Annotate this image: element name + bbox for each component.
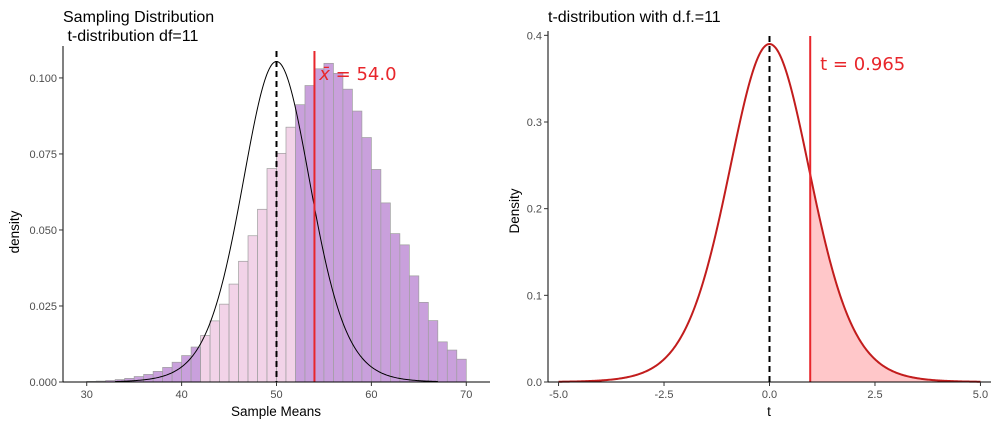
right-y-ticks: 0.0 0.1 0.2 0.3 0.4 [527,30,548,389]
histogram-bar [200,335,211,383]
left-histogram-bars [86,62,467,383]
histogram-bar [323,62,334,383]
left-annotation-symbol: x̄ [318,64,330,85]
histogram-bar [276,152,287,383]
histogram-bar [352,110,363,383]
histogram-bar [228,283,239,383]
left-chart-subtitle: t-distribution df=11 [63,28,198,45]
histogram-bar [390,233,401,383]
left-y-tick-label: 0.050 [29,225,57,237]
histogram-bar [257,208,268,383]
left-y-ticks: 0.000 0.025 0.050 0.075 0.100 [29,73,63,389]
histogram-bar [238,260,249,383]
histogram-bar [380,202,391,383]
left-y-tick-label: 0.025 [29,301,57,313]
right-y-tick-label: 0.3 [527,117,542,129]
right-chart-title: t-distribution with d.f.=11 [548,9,721,26]
right-chart: t-distribution with d.f.=11 0.0 0.1 0.2 0.3… [507,9,991,419]
histogram-bar [371,169,382,383]
right-y-tick-label: 0.2 [527,204,542,216]
histogram-bar [427,320,439,383]
histogram-bar [266,168,277,383]
histogram-bar [333,73,344,383]
right-x-ticks: -5.0 -2.5 0.0 2.5 5.0 [549,382,988,401]
right-t-density-curve [558,43,981,383]
left-annotation-value: = 54.0 [330,64,397,85]
histogram-bar [314,68,325,383]
right-x-tick-label: 2.5 [867,389,882,401]
right-t-statistic-annotation: t = 0.965 [820,54,905,75]
left-x-tick-label: 50 [270,389,282,401]
histogram-bar [133,376,145,383]
left-x-tick-label: 40 [175,389,187,401]
left-y-tick-label: 0.075 [29,149,57,161]
left-y-axis-label: density [7,210,22,253]
histogram-bar [408,275,420,383]
left-x-ticks: 30 40 50 60 70 [81,382,472,401]
left-x-tick-label: 60 [365,389,377,401]
histogram-bar [209,320,220,383]
histogram-bar [446,349,458,383]
histogram-bar [304,85,315,383]
left-chart: Sampling Distribution t-distribution df=… [7,9,490,419]
right-y-tick-label: 0.1 [527,290,542,302]
right-x-tick-label: 5.0 [973,389,988,401]
right-x-tick-label: 0.0 [762,389,777,401]
histogram-bar [361,137,372,383]
histogram-bar [219,303,230,383]
right-y-tick-label: 0.4 [527,30,542,42]
right-x-tick-label: -5.0 [549,389,568,401]
left-y-tick-label: 0.100 [29,73,57,85]
right-y-axis-label: Density [507,188,522,233]
histogram-bar [418,301,429,383]
histogram-bar [342,88,353,383]
histogram-bar [247,235,258,383]
histogram-bar [143,374,154,383]
left-x-tick-label: 30 [81,389,93,401]
histogram-bar [456,358,467,383]
left-x-tick-label: 70 [460,389,472,401]
left-sample-mean-annotation: x̄ = 54.0 [318,64,396,85]
left-x-axis-label: Sample Means [231,404,321,419]
right-x-axis-label: t [767,404,771,419]
right-x-tick-label: -2.5 [655,389,674,401]
right-upper-tail-shade [810,174,981,382]
histogram-bar [399,244,410,383]
histogram-bar [437,341,448,383]
left-chart-title: Sampling Distribution [63,9,214,26]
left-y-tick-label: 0.000 [29,377,57,389]
histogram-bar [285,126,296,383]
right-y-tick-label: 0.0 [527,377,542,389]
